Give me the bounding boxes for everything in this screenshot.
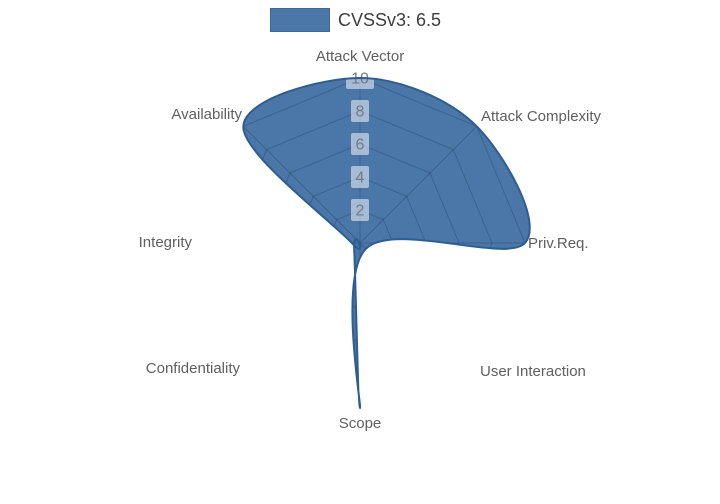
grid-spoke: [359, 125, 478, 244]
radial-tick-box: [351, 199, 369, 221]
radial-tick-box: [351, 133, 369, 155]
axis-label-availability: Availability: [171, 106, 242, 123]
legend-label: CVSSv3: 6.5: [338, 10, 442, 30]
radial-tick-label: 8: [356, 104, 365, 121]
radial-tick-label: 2: [356, 203, 365, 220]
axis-label-attack-complexity: Attack Complexity: [481, 108, 602, 125]
grid-spoke: [243, 242, 361, 361]
radial-tick-box: [351, 166, 369, 188]
grid-spoke: [359, 242, 478, 361]
legend-swatch: [270, 8, 330, 32]
radial-tick-label: 4: [356, 170, 365, 187]
legend-item[interactable]: CVSSv3: 6.5: [270, 8, 441, 32]
grid-spoke: [243, 125, 361, 244]
radar-polygon-fill: [243, 78, 530, 408]
radar-polygon-outline: [242, 77, 531, 409]
axis-label-user-interaction: User Interaction: [480, 363, 586, 380]
axis-label-priv-req: Priv.Req.: [528, 235, 589, 252]
axis-label-confidentiality: Confidentiality: [146, 360, 241, 377]
axis-label-attack-vector: Attack Vector: [316, 48, 404, 65]
axis-label-scope: Scope: [339, 415, 382, 432]
radial-tick-label: 6: [356, 137, 365, 154]
radial-tick-box: [351, 100, 369, 122]
grid-ring: [243, 78, 526, 408]
axis-label-integrity: Integrity: [139, 234, 193, 251]
